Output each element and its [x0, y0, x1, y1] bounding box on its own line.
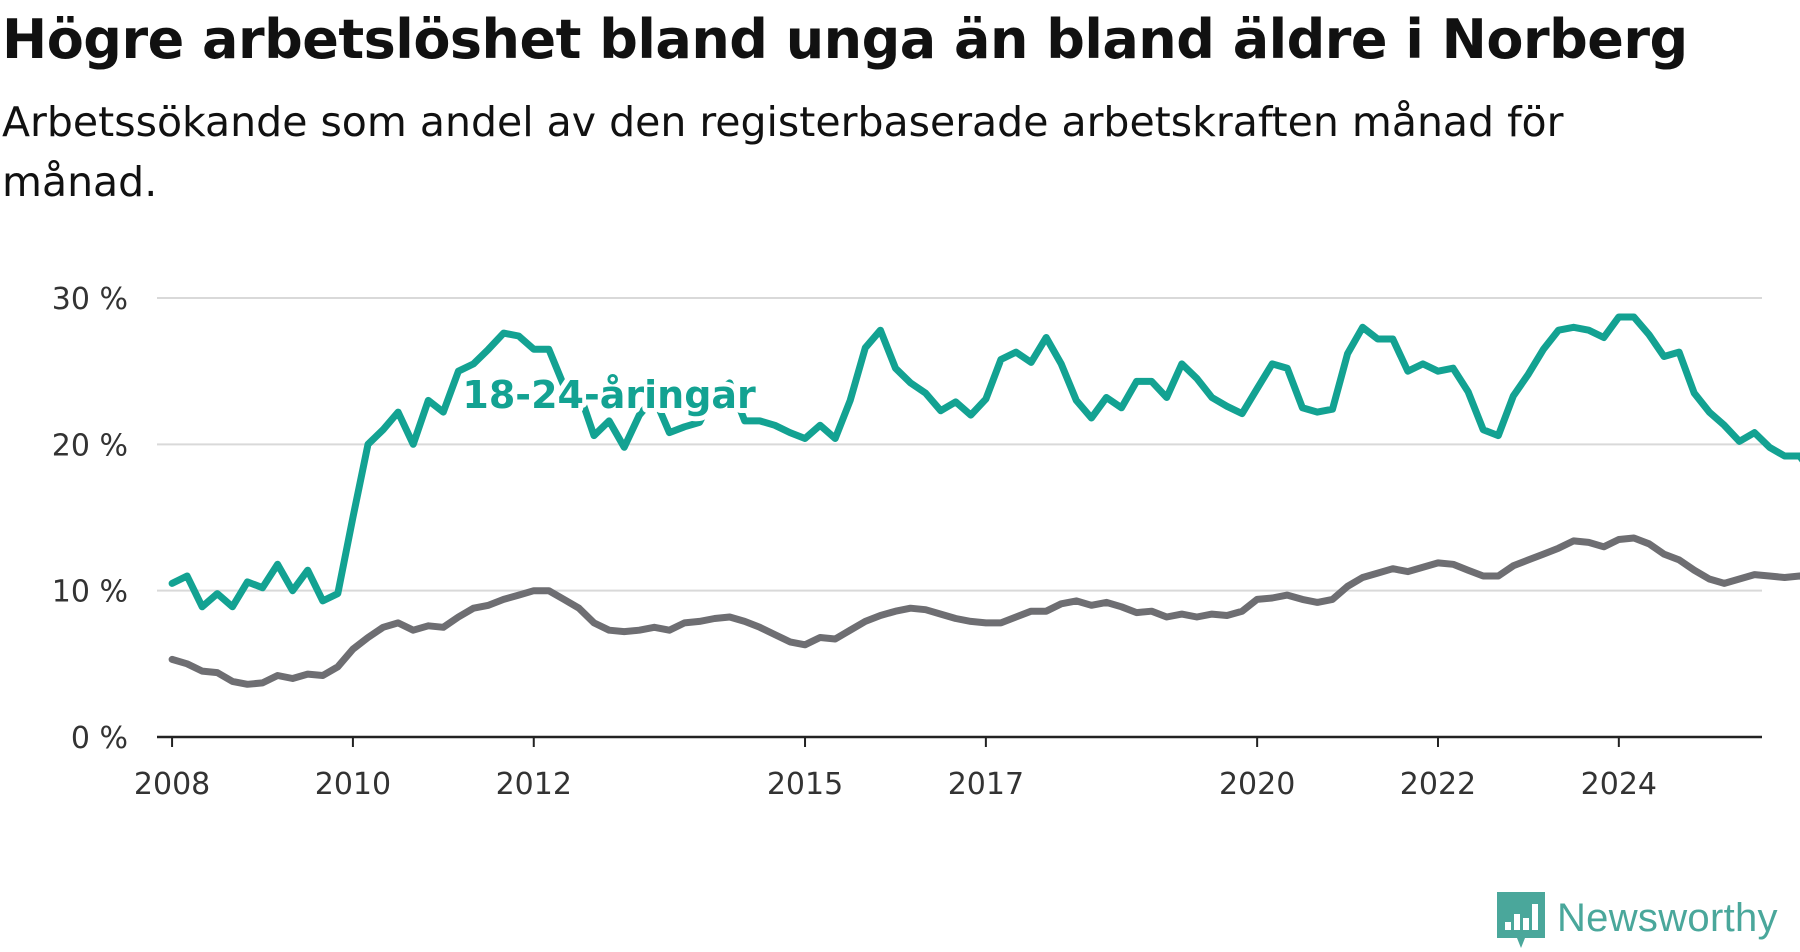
y-axis-ticks: 0 % 10 % 20 % 30 %	[52, 282, 128, 756]
series-line-youth	[168, 313, 1800, 611]
x-tick-label: 2024	[1581, 767, 1657, 802]
x-tick-label: 2017	[948, 767, 1024, 802]
x-tick-label: 2015	[767, 767, 843, 802]
brand-name: Newsworthy	[1557, 895, 1778, 940]
series-labels: 11,7 %18-24-åringar8,2 %Total arbetslösh…	[457, 368, 761, 422]
x-axis: 2008 2010 2012 2015 2017 2020 2022 2024	[134, 735, 1762, 802]
grid-lines	[157, 297, 1762, 592]
series-line-total	[168, 534, 1800, 688]
x-tick-label: 2022	[1400, 767, 1476, 802]
x-tick-label: 2012	[496, 767, 572, 802]
x-tick-label: 2008	[134, 767, 210, 802]
series-lines	[168, 313, 1800, 688]
brand-logo: Newsworthy	[1497, 887, 1778, 949]
series-name-label: 18-24-åringar	[462, 373, 756, 417]
x-tick-label: 2010	[315, 767, 391, 802]
y-tick-label: 0 %	[71, 721, 128, 756]
y-tick-label: 10 %	[52, 575, 128, 610]
y-tick-label: 20 %	[52, 428, 128, 463]
chart-subtitle: Arbetssökande som andel av den registerb…	[2, 98, 1564, 206]
x-tick-label: 2020	[1219, 767, 1295, 802]
newsworthy-bar-chart-icon	[1497, 892, 1545, 948]
chart-title: Högre arbetslöshet bland unga än bland ä…	[2, 8, 1688, 71]
y-tick-label: 30 %	[52, 282, 128, 317]
